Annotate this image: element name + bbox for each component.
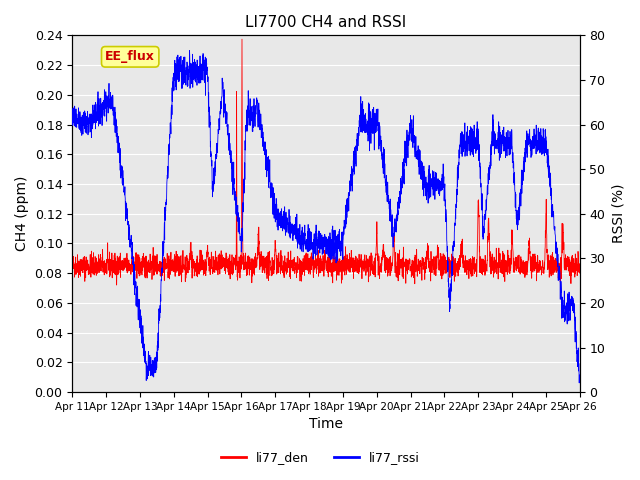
- Title: LI7700 CH4 and RSSI: LI7700 CH4 and RSSI: [245, 15, 406, 30]
- Text: EE_flux: EE_flux: [105, 50, 155, 63]
- X-axis label: Time: Time: [309, 418, 343, 432]
- Y-axis label: RSSI (%): RSSI (%): [611, 184, 625, 243]
- Legend: li77_den, li77_rssi: li77_den, li77_rssi: [216, 446, 424, 469]
- Y-axis label: CH4 (ppm): CH4 (ppm): [15, 176, 29, 252]
